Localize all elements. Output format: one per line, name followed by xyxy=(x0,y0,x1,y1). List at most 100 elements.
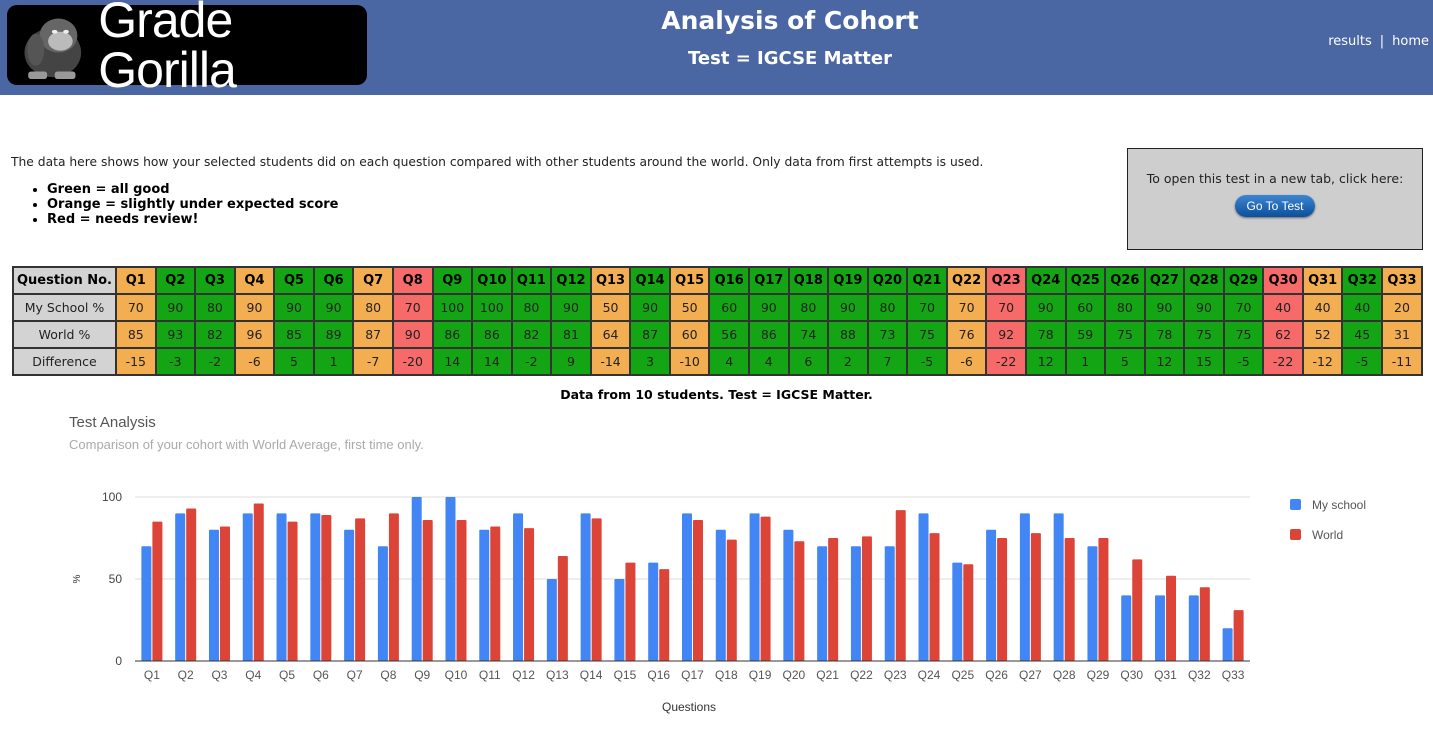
cell-school-q8: 70 xyxy=(391,293,434,322)
cell-school-q4: 90 xyxy=(233,293,276,322)
row-label: Question No. xyxy=(12,266,117,295)
header-bar: Grade Gorilla Analysis of Cohort Test = … xyxy=(0,0,1433,95)
bar-world-q21 xyxy=(828,538,839,661)
cell-world-q22: 76 xyxy=(945,320,988,349)
x-tick-label: Q8 xyxy=(380,668,396,682)
cell-q-q22: Q22 xyxy=(945,266,988,295)
x-tick-label: Q10 xyxy=(445,668,468,682)
cell-world-q17: 86 xyxy=(748,320,790,349)
bar-my-school-q29 xyxy=(1087,546,1098,661)
cell-school-q33: 20 xyxy=(1381,293,1423,322)
cell-world-q4: 96 xyxy=(233,320,276,349)
legend-item-my-school[interactable]: My school xyxy=(1290,497,1366,512)
cell-world-q29: 75 xyxy=(1222,320,1265,349)
cell-q-q9: Q9 xyxy=(431,266,474,295)
cell-diff-q19: 2 xyxy=(827,347,869,376)
open-test-panel: To open this test in a new tab, click he… xyxy=(1127,148,1423,250)
cell-diff-q25: 1 xyxy=(1064,347,1107,376)
cell-school-q17: 90 xyxy=(748,293,790,322)
x-tick-label: Q2 xyxy=(178,668,194,682)
cell-diff-q11: -2 xyxy=(510,347,553,376)
home-link[interactable]: home xyxy=(1392,34,1429,49)
cell-q-q28: Q28 xyxy=(1183,266,1225,295)
bar-world-q3 xyxy=(219,526,230,661)
x-tick-label: Q6 xyxy=(313,668,329,682)
cell-q-q5: Q5 xyxy=(273,266,315,295)
cell-diff-q14: 3 xyxy=(629,347,671,376)
go-to-test-button[interactable]: Go To Test xyxy=(1234,195,1316,217)
row-label: Difference xyxy=(12,347,117,376)
cell-q-q23: Q23 xyxy=(985,266,1027,295)
cell-q-q17: Q17 xyxy=(748,266,790,295)
grade-gorilla-logo[interactable]: Grade Gorilla xyxy=(7,0,367,95)
bar-world-q22 xyxy=(861,536,872,661)
bar-my-school-q30 xyxy=(1121,595,1132,661)
cell-school-q18: 80 xyxy=(787,293,830,322)
bar-world-q7 xyxy=(355,518,366,661)
row-label: My School % xyxy=(12,293,117,322)
cell-world-q23: 92 xyxy=(985,320,1027,349)
cell-q-q18: Q18 xyxy=(787,266,830,295)
bar-my-school-q15 xyxy=(614,579,625,661)
x-tick-label: Q11 xyxy=(479,668,501,682)
cell-q-q21: Q21 xyxy=(906,266,948,295)
cell-school-q13: 50 xyxy=(589,293,632,322)
x-tick-label: Q16 xyxy=(647,668,670,682)
cell-diff-q20: 7 xyxy=(866,347,909,376)
bar-my-school-q14 xyxy=(580,513,591,661)
bar-my-school-q22 xyxy=(850,546,861,661)
difference-row: Difference -15 -3 -2 -6 5 1 -7 -20 14 14 -2 9 -14 3 -10… xyxy=(12,347,1423,376)
bar-my-school-q16 xyxy=(648,562,659,661)
legend-item-world[interactable]: World xyxy=(1290,527,1366,542)
bar-my-school-q1 xyxy=(141,546,152,661)
cell-school-q21: 70 xyxy=(906,293,948,322)
x-tick-label: Q17 xyxy=(681,668,704,682)
legend-label-my-school: My school xyxy=(1312,497,1367,512)
x-tick-label: Q12 xyxy=(512,668,535,682)
cell-q-q6: Q6 xyxy=(312,266,355,295)
cell-world-q10: 86 xyxy=(471,320,513,349)
bar-world-q1 xyxy=(152,521,163,661)
cell-diff-q9: 14 xyxy=(431,347,474,376)
x-tick-label: Q29 xyxy=(1087,668,1110,682)
x-tick-label: Q19 xyxy=(749,668,772,682)
bar-my-school-q27 xyxy=(1019,513,1030,661)
cell-school-q6: 90 xyxy=(312,293,355,322)
y-tick-label: 50 xyxy=(109,572,123,586)
cell-diff-q33: -11 xyxy=(1381,347,1423,376)
bar-my-school-q31 xyxy=(1155,595,1166,661)
cell-world-q2: 93 xyxy=(154,320,197,349)
cell-diff-q28: 15 xyxy=(1183,347,1225,376)
bar-world-q16 xyxy=(659,569,670,661)
bar-world-q6 xyxy=(321,515,332,661)
cell-world-q16: 56 xyxy=(708,320,750,349)
cell-q-q2: Q2 xyxy=(154,266,197,295)
bar-world-q33 xyxy=(1233,610,1244,661)
gorilla-icon xyxy=(24,18,82,80)
x-tick-label: Q33 xyxy=(1222,668,1245,682)
bar-world-q24 xyxy=(929,533,940,661)
bar-world-q31 xyxy=(1166,575,1177,661)
my-school-row: My School % 70 90 80 90 90 90 80 70 100 100 80 90 50 9… xyxy=(12,293,1423,322)
bar-my-school-q11 xyxy=(479,529,490,661)
cell-school-q24: 90 xyxy=(1024,293,1067,322)
cell-world-q33: 31 xyxy=(1381,320,1423,349)
bar-my-school-q23 xyxy=(884,546,895,661)
cell-diff-q21: -5 xyxy=(906,347,948,376)
cell-q-q25: Q25 xyxy=(1064,266,1107,295)
x-tick-label: Q20 xyxy=(783,668,806,682)
bar-my-school-q10 xyxy=(445,497,456,661)
logo-text: Grade Gorilla xyxy=(98,0,236,98)
bar-my-school-q32 xyxy=(1188,595,1199,661)
world-swatch xyxy=(1290,529,1301,540)
cell-school-q22: 70 xyxy=(945,293,988,322)
bar-my-school-q12 xyxy=(513,513,524,661)
bar-my-school-q24 xyxy=(918,513,929,661)
question-results-table: Question No. Q1 Q2 Q3 Q4 Q5 Q6 Q7 Q8 Q9 Q10 Q11 Q12 Q… xyxy=(12,266,1423,376)
cell-diff-q7: -7 xyxy=(352,347,394,376)
bar-my-school-q20 xyxy=(783,529,794,661)
results-link[interactable]: results xyxy=(1328,34,1372,49)
bar-my-school-q4 xyxy=(242,513,253,661)
top-nav: results | home xyxy=(1328,34,1429,49)
cell-world-q8: 90 xyxy=(391,320,434,349)
